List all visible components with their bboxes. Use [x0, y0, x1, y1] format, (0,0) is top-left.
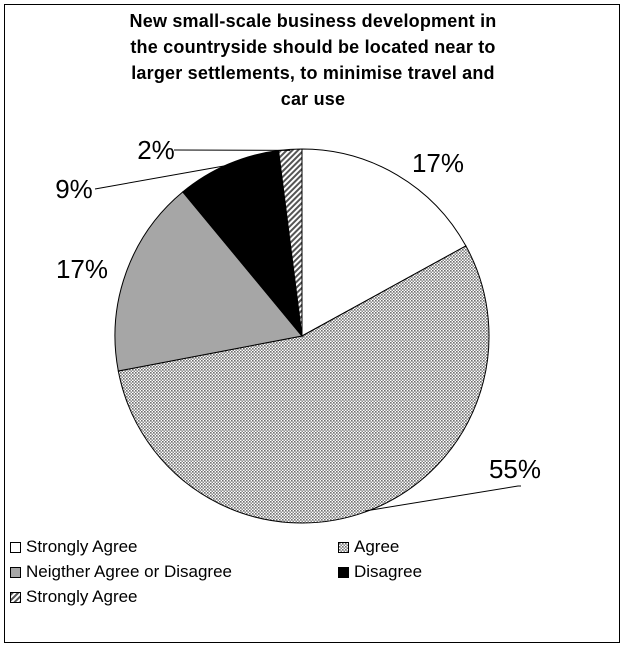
data-label-1-strongly-agree: 17%: [412, 148, 464, 178]
legend-label-disagree: Disagree: [354, 562, 423, 581]
legend-swatch-strongly-agree: [10, 541, 21, 553]
chart-title: New small-scale business development in …: [30, 8, 596, 112]
legend-item-agree: Agree: [338, 537, 399, 557]
chart-title-line-4: car use: [280, 89, 346, 109]
legend-item-strongly-agree-2: Strongly Agree: [10, 587, 138, 607]
leader-line-4: [94, 164, 229, 190]
legend-label-strongly-agree-2: Strongly Agree: [26, 587, 138, 606]
legend-swatch-agree: [338, 541, 349, 553]
pie-slice-2-agree: [117, 245, 490, 524]
legend-item-strongly-agree: Strongly Agree: [10, 537, 138, 557]
data-label-3-neigther-agree-or-disagree: 17%: [56, 254, 108, 284]
data-label-5-strongly-agree: 2%: [137, 135, 175, 165]
pie-slice-3-neigther-agree-or-disagree: [114, 191, 303, 372]
legend-item-disagree: Disagree: [338, 562, 422, 582]
legend-item-neither: Neigther Agree or Disagree: [10, 562, 232, 582]
legend-label-strongly-agree: Strongly Agree: [26, 537, 138, 556]
legend-label-agree: Agree: [354, 537, 400, 556]
pie-slice-4-disagree: [182, 149, 303, 338]
leader-line-2: [364, 485, 521, 512]
data-label-2-agree: 55%: [489, 454, 541, 484]
legend-label-neither: Neigther Agree or Disagree: [26, 562, 233, 581]
chart-title-line-1: New small-scale business development in: [129, 11, 497, 31]
pie-slice-1-strongly-agree: [301, 148, 467, 337]
chart-title-line-2: the countryside should be located near t…: [130, 37, 496, 57]
legend-swatch-disagree: [338, 566, 349, 578]
legend-swatch-neither: [10, 566, 21, 578]
legend-swatch-strongly-agree-2: [10, 591, 21, 603]
data-label-4-disagree: 9%: [55, 174, 93, 204]
chart-title-line-3: larger settlements, to minimise travel a…: [131, 63, 495, 83]
